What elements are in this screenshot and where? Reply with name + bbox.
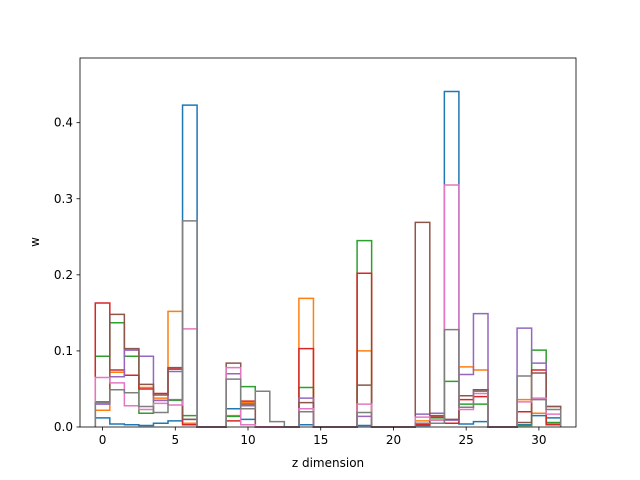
y-tick-label: 0.2 <box>54 268 73 282</box>
x-tick-label: 30 <box>531 433 546 447</box>
plot-frame <box>79 57 577 428</box>
y-tick-label: 0.3 <box>54 192 73 206</box>
x-axis: 0 5 10 15 20 25 30 <box>99 427 547 447</box>
y-axis: 0.0 0.1 0.2 0.3 0.4 <box>54 116 80 434</box>
x-tick-label: 10 <box>240 433 255 447</box>
y-axis-label: w <box>28 237 42 247</box>
x-tick-label: 15 <box>313 433 328 447</box>
x-tick-label: 5 <box>171 433 179 447</box>
y-tick-label: 0.0 <box>54 420 73 434</box>
x-tick-label: 20 <box>386 433 401 447</box>
x-axis-label: z dimension <box>292 456 364 470</box>
x-tick-label: 0 <box>99 433 107 447</box>
series-8-step-line <box>94 220 562 428</box>
x-tick-label: 25 <box>459 433 474 447</box>
y-tick-label: 0.1 <box>54 344 73 358</box>
y-tick-label: 0.4 <box>54 116 73 130</box>
